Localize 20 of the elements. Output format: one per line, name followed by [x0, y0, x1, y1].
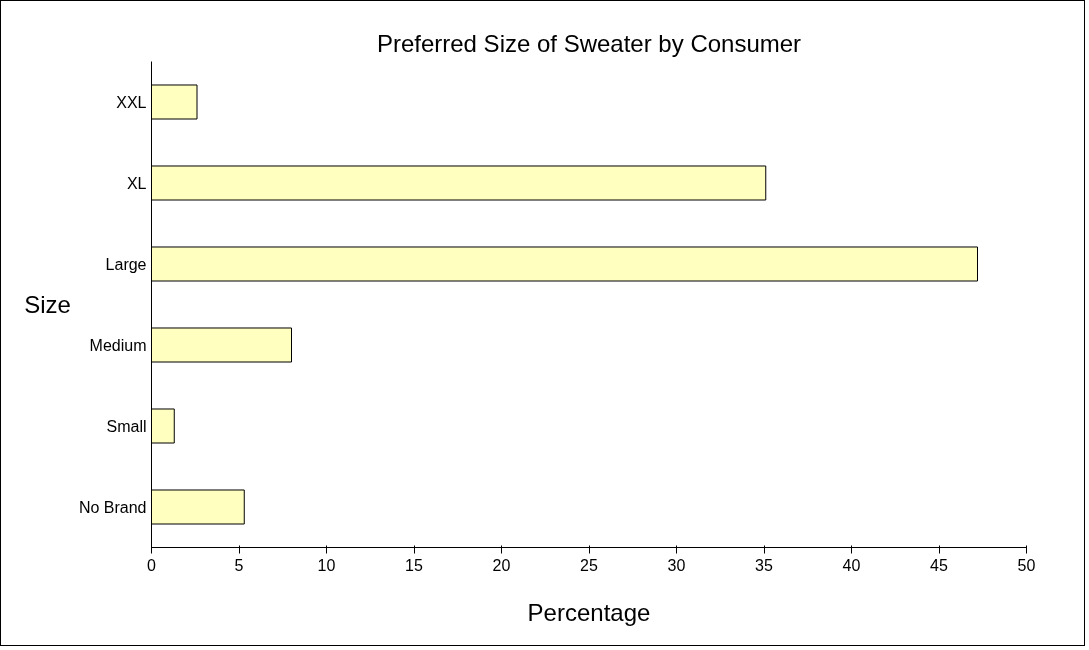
y-tick-label: No Brand: [78, 498, 147, 516]
x-tick-label: 0: [147, 556, 157, 574]
y-tick-label: Small: [106, 417, 147, 435]
y-tick-label: XL: [126, 174, 147, 192]
x-tick-label: 35: [755, 556, 773, 574]
chart-title: Preferred Size of Sweater by Consumer: [376, 29, 802, 57]
x-tick-label: 45: [930, 556, 948, 574]
y-tick-label: XXL: [116, 93, 147, 111]
x-tick-label: 25: [580, 556, 598, 574]
x-tick-label: 5: [234, 556, 244, 574]
y-axis-title: Size: [24, 291, 71, 318]
x-tick-label: 50: [1017, 556, 1036, 574]
x-tick-label: 40: [842, 556, 861, 574]
x-tick-label: 15: [405, 556, 423, 574]
x-tick-label: 30: [667, 556, 686, 574]
y-tick-label: Medium: [89, 336, 147, 354]
y-tick-label: Large: [105, 255, 147, 273]
x-tick-label: 20: [492, 556, 511, 574]
x-tick-label: 10: [317, 556, 336, 574]
x-axis-title: Percentage: [527, 598, 651, 626]
